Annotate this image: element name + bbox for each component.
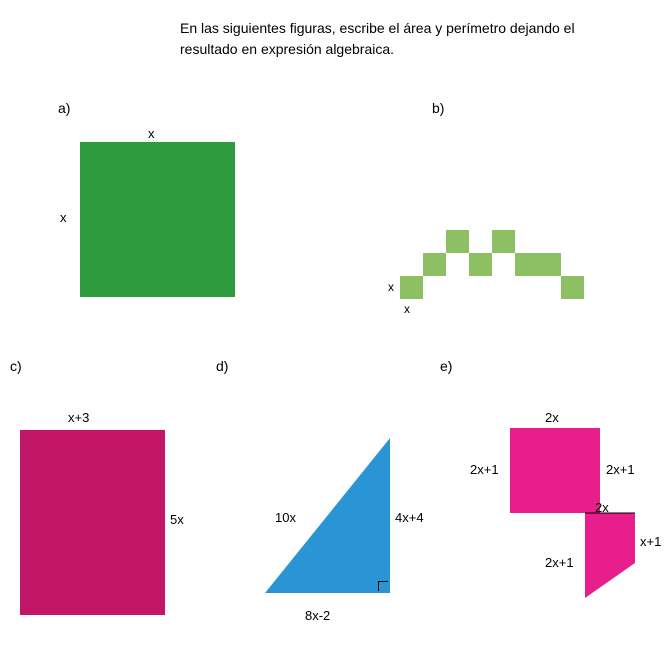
figure-e-inner-dim: 2x <box>595 500 609 515</box>
figure-b-side-v: x <box>388 280 394 294</box>
figure-a-shape <box>80 142 235 297</box>
figure-e-shape <box>510 428 640 598</box>
figure-e-diag-dim: 2x+1 <box>545 555 574 570</box>
figure-c-shape <box>20 430 165 615</box>
figure-d-bottom-dim: 8x-2 <box>305 608 330 623</box>
figure-e-top-dim: 2x <box>545 410 559 425</box>
figure-e-right-lower-dim: x+1 <box>640 534 661 549</box>
figure-c-right-dim: 5x <box>170 512 184 527</box>
figure-e-left-dim: 2x+1 <box>470 462 499 477</box>
figure-a-left-dim: x <box>60 210 67 225</box>
figure-e-right-upper-dim: 2x+1 <box>606 462 635 477</box>
figure-d-hyp-dim: 10x <box>275 510 296 525</box>
figure-d-right-angle-icon <box>378 581 388 591</box>
figure-e-label: e) <box>440 358 452 374</box>
figure-a-top-dim: x <box>148 126 155 141</box>
instructions-text: En las siguientes figuras, escribe el ár… <box>180 18 620 60</box>
figure-b-side-h: x <box>404 302 410 316</box>
figure-d-label: d) <box>216 358 228 374</box>
figure-d-right-dim: 4x+4 <box>395 510 424 525</box>
figure-c-top-dim: x+3 <box>68 410 89 425</box>
figure-b-label: b) <box>432 100 444 116</box>
figure-c-label: c) <box>10 358 22 374</box>
figure-a-label: a) <box>58 100 70 116</box>
